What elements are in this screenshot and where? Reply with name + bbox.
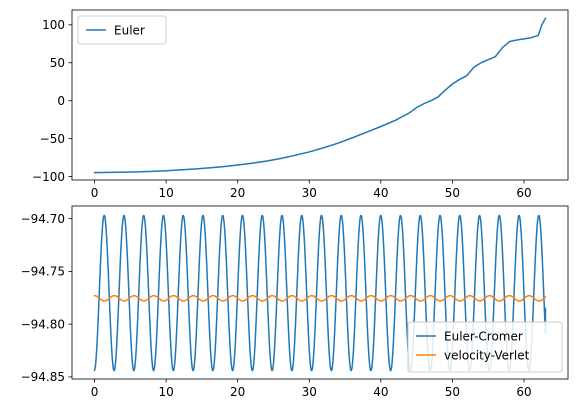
x-tick-label: 40	[373, 186, 388, 200]
x-tick-label: 10	[158, 186, 173, 200]
y-tick-label: 100	[42, 18, 65, 32]
legend-box	[407, 321, 563, 373]
series-line-velocity-verlet	[93, 294, 547, 302]
series-line-euler	[93, 17, 547, 174]
x-tick-label: 0	[91, 186, 99, 200]
legend: Euler	[77, 15, 167, 45]
legend: Euler-Cromer velocity-Verlet	[407, 321, 563, 373]
axes-frame	[71, 205, 569, 380]
legend-label: Euler	[114, 23, 145, 37]
y-tick-label: 0	[57, 94, 65, 108]
x-tick-label: 30	[302, 186, 317, 200]
y-tick-label: −94.80	[21, 317, 65, 331]
x-tick-label: 50	[445, 385, 460, 399]
y-tick-label: −50	[40, 132, 65, 146]
x-tick-label: 60	[516, 186, 531, 200]
x-tick-label: 30	[302, 385, 317, 399]
axes-frame	[71, 9, 569, 181]
comparison-subplot: 0 10 20 30 40 50 60 −94.85 −94.80 −94.75 −94.70 Eul…	[21, 205, 569, 399]
x-tick-label: 20	[230, 186, 245, 200]
x-tick-label: 0	[91, 385, 99, 399]
y-tick-label: 50	[50, 56, 65, 70]
y-tick-label: −100	[32, 170, 65, 184]
x-tick-label: 20	[230, 385, 245, 399]
y-tick-label: −94.70	[21, 212, 65, 226]
euler-subplot: 0 10 20 30 40 50 60 −100 −50 0 50 100 Euler	[32, 9, 569, 200]
x-tick-label: 60	[516, 385, 531, 399]
legend-label: velocity-Verlet	[444, 348, 530, 362]
x-tick-label: 40	[373, 385, 388, 399]
legend-label: Euler-Cromer	[444, 329, 523, 343]
y-tick-label: −94.75	[21, 265, 65, 279]
x-tick-label: 50	[445, 186, 460, 200]
legend-box	[77, 15, 167, 45]
y-tick-label: −94.85	[21, 370, 65, 384]
x-tick-label: 10	[158, 385, 173, 399]
